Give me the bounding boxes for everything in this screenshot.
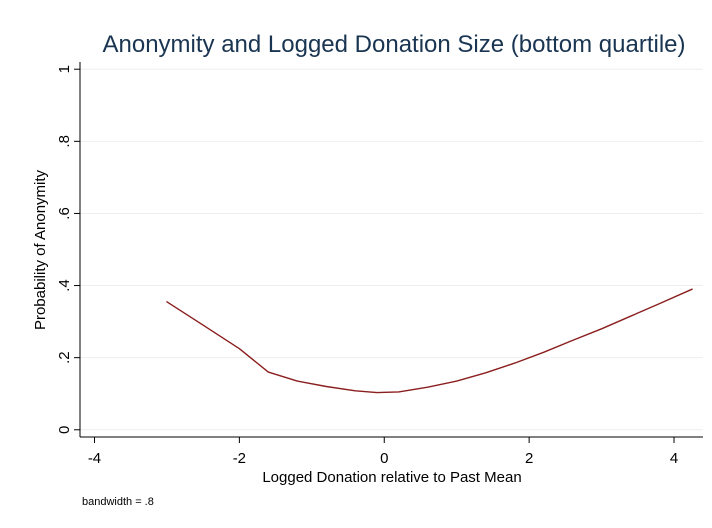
y-tick-label: .6 [56, 207, 73, 220]
y-tick-label: .2 [56, 351, 73, 364]
bandwidth-note: bandwidth = .8 [82, 496, 154, 508]
grid-lines [80, 68, 703, 431]
y-tick-label: 1 [56, 65, 73, 73]
axes: 0 .2 .4 .6 .8 1 -4 -2 0 2 4 [56, 62, 703, 467]
series-layer [166, 288, 693, 394]
y-tick-label: .8 [56, 135, 73, 148]
x-tick-label: 2 [525, 450, 533, 467]
chart-title: Anonymity and Logged Donation Size (bott… [102, 31, 685, 58]
series-line [166, 288, 693, 394]
y-axis-label: Probability of Anonymity [32, 169, 49, 330]
x-tick-label: 4 [670, 450, 678, 467]
x-axis-label: Logged Donation relative to Past Mean [262, 469, 521, 486]
x-tick-label: 0 [380, 450, 388, 467]
y-tick-label: .4 [56, 279, 73, 292]
x-tick-label: -4 [88, 450, 101, 467]
y-tick-label: 0 [56, 426, 73, 434]
x-tick-label: -2 [233, 450, 246, 467]
